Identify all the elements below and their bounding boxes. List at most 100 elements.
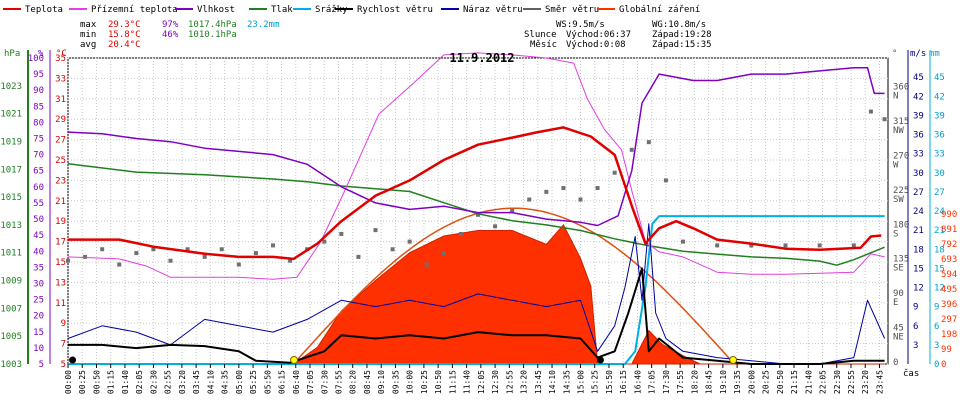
wind-tick-label: 36 [913,131,924,141]
x-tick-label: 00:00 [64,370,73,394]
wind-direction-point [441,251,446,256]
stats-value: 97% [162,20,179,30]
sunset-marker [729,356,738,364]
legend-label: Vlhkost [197,5,235,15]
x-tick-label: 07:05 [306,370,315,394]
pressure-tick-label: 1015 [0,193,22,203]
radiation-tick-label: 99 [941,345,952,355]
wind-direction-point [373,228,378,233]
wind-direction-point [339,231,344,236]
humidity-tick-label: 40 [33,247,44,257]
series-lines [67,52,886,365]
wind-direction-point [168,258,173,263]
x-tick-label: 22:30 [833,370,842,394]
humidity-tick-label: 50 [33,215,44,225]
x-tick-label: 13:45 [534,370,543,394]
x-tick-label: 20:00 [747,370,756,394]
legend-label: Srážky [315,5,348,15]
rain-tick-label: 6 [934,322,939,332]
wind-direction-point [646,140,651,145]
wind-axis-label: m/s [910,49,926,59]
wind-direction-point [868,109,873,114]
humidity-tick-label: 10 [33,344,44,354]
wind-tick-label: 21 [913,226,924,236]
wind-tick-label: 30 [913,169,924,179]
info-panel: max 29.3°C 97% 1017.4hPa 23.2mm min 15.8°C 46% 1… [80,20,712,50]
x-tick-label: 15:25 [591,370,600,394]
pressure-tick-label: 1009 [0,277,22,287]
temp-tick-label: 29 [55,115,66,125]
x-axis-unit-label: čas [903,368,919,379]
wind-direction-point [458,231,463,236]
x-tick-label: 20:25 [762,370,771,394]
x-tick-label: 14:35 [562,370,571,394]
wind-tick-label: 42 [913,92,924,102]
stats-value: 23.2mm [247,20,280,30]
stats-row-label: avg [80,40,96,50]
x-tick-label: 17:05 [648,370,657,394]
pressure-line [67,162,885,266]
humidity-tick-label: 65 [33,167,44,177]
stats-value: 1017.4hPa [188,20,237,30]
radiation-tick-label: 792 [941,240,957,250]
direction-tick-name: N [893,92,898,102]
x-tick-label: 06:15 [278,370,287,394]
wind-direction-point [578,197,583,202]
wind-direction-point [253,251,258,256]
legend: Teplota Přízemní teplota Vlhkost Tlak Srážky… [3,5,700,15]
temp-tick-label: 33 [55,74,66,84]
wind-direction-point [595,186,600,191]
wind-tick-label: 6 [913,322,918,332]
temp-tick-label: 19 [55,217,66,227]
wind-direction-point [493,224,498,229]
rain-tick-label: 24 [934,207,945,217]
wind-direction-point [219,247,224,252]
humidity-tick-label: 20 [33,312,44,322]
x-tick-label: 06:40 [292,370,301,394]
x-tick-label: 04:35 [221,370,230,394]
x-tick-label: 15:00 [577,370,586,394]
info-wg: WG:10.8m/s [652,20,706,30]
x-tick-label: 10:00 [406,370,415,394]
humidity-tick-label: 80 [33,118,44,128]
x-tick-label: 01:15 [107,370,116,394]
temp-tick-label: 13 [55,278,66,288]
humidity-tick-label: 70 [33,151,44,161]
rain-tick-label: 18 [934,245,945,255]
temp-tick-label: 17 [55,238,66,248]
pressure-tick-label: 1017 [0,165,22,175]
info-moon-label: Měsíc [530,40,557,50]
wind-tick-label: 12 [913,284,924,294]
wind-direction-point [83,254,88,259]
wind-speed-line [68,267,885,365]
info-sun-label: Slunce [524,30,557,40]
radiation-tick-label: 990 [941,210,957,220]
humidity-tick-label: 55 [33,199,44,209]
stats-value: 1010.1hPa [188,30,237,40]
humidity-tick-label: 30 [33,279,44,289]
temp-tick-label: 25 [55,156,66,166]
rain-tick-label: 12 [934,284,945,294]
direction-tick-label: 45 [893,324,904,334]
humidity-axis-label: % [38,49,44,59]
x-tick-label: 10:25 [420,370,429,394]
wind-direction-point [288,258,293,263]
legend-label: Směr větru [545,5,599,15]
temp-tick-label: 5 [61,360,66,370]
x-tick-label: 07:55 [334,370,343,394]
humidity-tick-label: 15 [33,328,44,338]
x-tick-label: 21:15 [790,370,799,394]
temp-tick-label: 9 [61,319,66,329]
temp-tick-label: 15 [55,258,66,268]
humidity-tick-label: 90 [33,86,44,96]
temp-tick-label: 23 [55,176,66,186]
x-tick-label: 02:05 [135,370,144,394]
temp-tick-label: 21 [55,197,66,207]
humidity-tick-label: 75 [33,135,44,145]
wind-direction-point [151,247,156,252]
rain-tick-label: 9 [934,303,939,313]
humidity-tick-label: 100 [28,54,44,64]
x-tick-label: 12:05 [477,370,486,394]
wind-tick-label: 24 [913,207,924,217]
x-tick-label: 08:20 [349,370,358,394]
